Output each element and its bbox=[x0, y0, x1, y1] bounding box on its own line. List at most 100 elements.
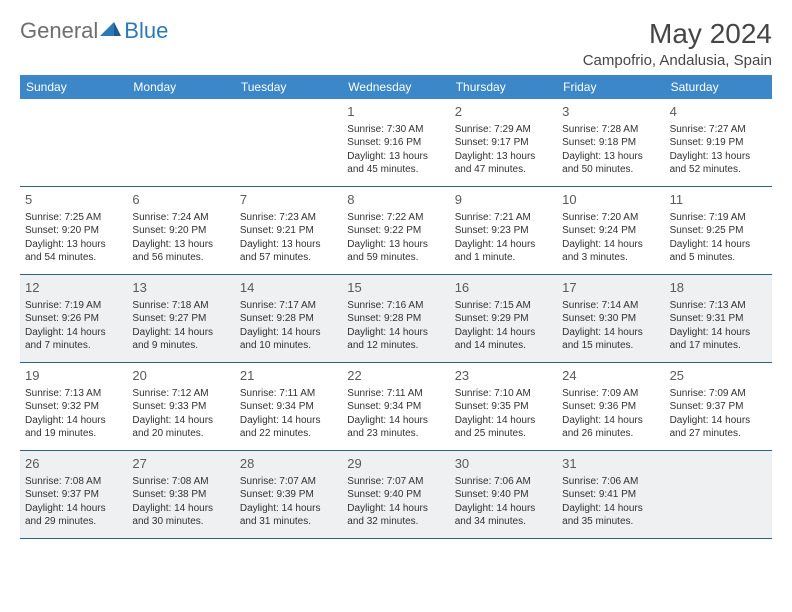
daylight-line2: and 15 minutes. bbox=[562, 339, 659, 353]
daylight-line1: Daylight: 14 hours bbox=[240, 502, 337, 516]
sunrise-text: Sunrise: 7:14 AM bbox=[562, 299, 659, 313]
daylight-line2: and 9 minutes. bbox=[132, 339, 229, 353]
weekday-header-cell: Saturday bbox=[665, 75, 772, 99]
daylight-line1: Daylight: 14 hours bbox=[25, 414, 122, 428]
daylight-line2: and 23 minutes. bbox=[347, 427, 444, 441]
sunset-text: Sunset: 9:26 PM bbox=[25, 312, 122, 326]
calendar-day-cell: 29Sunrise: 7:07 AMSunset: 9:40 PMDayligh… bbox=[342, 451, 449, 539]
sunrise-text: Sunrise: 7:11 AM bbox=[240, 387, 337, 401]
daylight-line2: and 17 minutes. bbox=[670, 339, 767, 353]
daylight-line1: Daylight: 13 hours bbox=[670, 150, 767, 164]
daylight-line2: and 45 minutes. bbox=[347, 163, 444, 177]
sunset-text: Sunset: 9:30 PM bbox=[562, 312, 659, 326]
calendar-day-cell bbox=[20, 99, 127, 187]
day-number: 5 bbox=[25, 191, 122, 209]
calendar-day-cell: 21Sunrise: 7:11 AMSunset: 9:34 PMDayligh… bbox=[235, 363, 342, 451]
daylight-line2: and 56 minutes. bbox=[132, 251, 229, 265]
sunset-text: Sunset: 9:37 PM bbox=[25, 488, 122, 502]
day-number: 29 bbox=[347, 455, 444, 473]
daylight-line2: and 27 minutes. bbox=[670, 427, 767, 441]
daylight-line2: and 29 minutes. bbox=[25, 515, 122, 529]
calendar-day-cell: 26Sunrise: 7:08 AMSunset: 9:37 PMDayligh… bbox=[20, 451, 127, 539]
sunrise-text: Sunrise: 7:08 AM bbox=[132, 475, 229, 489]
daylight-line2: and 30 minutes. bbox=[132, 515, 229, 529]
daylight-line2: and 25 minutes. bbox=[455, 427, 552, 441]
daylight-line1: Daylight: 14 hours bbox=[25, 326, 122, 340]
daylight-line2: and 12 minutes. bbox=[347, 339, 444, 353]
sunrise-text: Sunrise: 7:25 AM bbox=[25, 211, 122, 225]
day-number: 19 bbox=[25, 367, 122, 385]
daylight-line1: Daylight: 13 hours bbox=[562, 150, 659, 164]
sunset-text: Sunset: 9:41 PM bbox=[562, 488, 659, 502]
calendar-day-cell: 7Sunrise: 7:23 AMSunset: 9:21 PMDaylight… bbox=[235, 187, 342, 275]
daylight-line1: Daylight: 14 hours bbox=[562, 414, 659, 428]
daylight-line1: Daylight: 14 hours bbox=[670, 238, 767, 252]
sunrise-text: Sunrise: 7:23 AM bbox=[240, 211, 337, 225]
day-number: 3 bbox=[562, 103, 659, 121]
daylight-line1: Daylight: 14 hours bbox=[455, 238, 552, 252]
weekday-header-cell: Monday bbox=[127, 75, 234, 99]
daylight-line2: and 5 minutes. bbox=[670, 251, 767, 265]
weekday-header-row: SundayMondayTuesdayWednesdayThursdayFrid… bbox=[20, 75, 772, 99]
calendar-day-cell: 2Sunrise: 7:29 AMSunset: 9:17 PMDaylight… bbox=[450, 99, 557, 187]
calendar-day-cell: 4Sunrise: 7:27 AMSunset: 9:19 PMDaylight… bbox=[665, 99, 772, 187]
sunrise-text: Sunrise: 7:18 AM bbox=[132, 299, 229, 313]
day-number bbox=[670, 455, 767, 473]
calendar-day-cell: 12 Sunrise: 7:19 AMSunset: 9:26 PMDayligh… bbox=[20, 275, 127, 363]
daylight-line2: and 47 minutes. bbox=[455, 163, 552, 177]
day-number: 28 bbox=[240, 455, 337, 473]
logo: General Blue bbox=[20, 18, 168, 44]
sunset-text: Sunset: 9:37 PM bbox=[670, 400, 767, 414]
daylight-line1: Daylight: 14 hours bbox=[562, 326, 659, 340]
day-number: 31 bbox=[562, 455, 659, 473]
day-number: 11 bbox=[670, 191, 767, 209]
calendar-day-cell: 6Sunrise: 7:24 AMSunset: 9:20 PMDaylight… bbox=[127, 187, 234, 275]
sunset-text: Sunset: 9:29 PM bbox=[455, 312, 552, 326]
calendar-day-cell: 28Sunrise: 7:07 AMSunset: 9:39 PMDayligh… bbox=[235, 451, 342, 539]
daylight-line1: Daylight: 14 hours bbox=[347, 414, 444, 428]
weekday-header-cell: Sunday bbox=[20, 75, 127, 99]
page-header: General Blue May 2024 Campofrio, Andalus… bbox=[20, 18, 772, 69]
daylight-line2: and 54 minutes. bbox=[25, 251, 122, 265]
day-number bbox=[132, 103, 229, 121]
sunrise-text: Sunrise: 7:21 AM bbox=[455, 211, 552, 225]
calendar-day-cell: 30Sunrise: 7:06 AMSunset: 9:40 PMDayligh… bbox=[450, 451, 557, 539]
sunset-text: Sunset: 9:38 PM bbox=[132, 488, 229, 502]
day-number: 12 bbox=[25, 279, 122, 297]
sunset-text: Sunset: 9:23 PM bbox=[455, 224, 552, 238]
day-number: 16 bbox=[455, 279, 552, 297]
daylight-line2: and 3 minutes. bbox=[562, 251, 659, 265]
daylight-line1: Daylight: 13 hours bbox=[240, 238, 337, 252]
calendar-day-cell: 22Sunrise: 7:11 AMSunset: 9:34 PMDayligh… bbox=[342, 363, 449, 451]
weekday-header-cell: Wednesday bbox=[342, 75, 449, 99]
sunrise-text: Sunrise: 7:07 AM bbox=[240, 475, 337, 489]
calendar-day-cell: 9Sunrise: 7:21 AMSunset: 9:23 PMDaylight… bbox=[450, 187, 557, 275]
calendar-day-cell: 15Sunrise: 7:16 AMSunset: 9:28 PMDayligh… bbox=[342, 275, 449, 363]
sunrise-text: Sunrise: 7:19 AM bbox=[25, 299, 122, 313]
sunrise-text: Sunrise: 7:13 AM bbox=[670, 299, 767, 313]
daylight-line2: and 59 minutes. bbox=[347, 251, 444, 265]
daylight-line1: Daylight: 14 hours bbox=[240, 414, 337, 428]
day-number: 24 bbox=[562, 367, 659, 385]
weekday-header-cell: Tuesday bbox=[235, 75, 342, 99]
day-number: 25 bbox=[670, 367, 767, 385]
sunset-text: Sunset: 9:25 PM bbox=[670, 224, 767, 238]
daylight-line1: Daylight: 14 hours bbox=[132, 502, 229, 516]
day-number: 14 bbox=[240, 279, 337, 297]
weekday-header-cell: Thursday bbox=[450, 75, 557, 99]
daylight-line2: and 34 minutes. bbox=[455, 515, 552, 529]
daylight-line2: and 32 minutes. bbox=[347, 515, 444, 529]
sunrise-text: Sunrise: 7:06 AM bbox=[455, 475, 552, 489]
calendar-day-cell: 5Sunrise: 7:25 AMSunset: 9:20 PMDaylight… bbox=[20, 187, 127, 275]
sunrise-text: Sunrise: 7:29 AM bbox=[455, 123, 552, 137]
sunrise-text: Sunrise: 7:20 AM bbox=[562, 211, 659, 225]
calendar-day-cell: 18Sunrise: 7:13 AMSunset: 9:31 PMDayligh… bbox=[665, 275, 772, 363]
sunrise-text: Sunrise: 7:15 AM bbox=[455, 299, 552, 313]
sunset-text: Sunset: 9:40 PM bbox=[455, 488, 552, 502]
logo-text-blue: Blue bbox=[124, 18, 168, 44]
title-block: May 2024 Campofrio, Andalusia, Spain bbox=[583, 18, 772, 69]
weekday-header-cell: Friday bbox=[557, 75, 664, 99]
sunrise-text: Sunrise: 7:30 AM bbox=[347, 123, 444, 137]
daylight-line1: Daylight: 14 hours bbox=[670, 414, 767, 428]
sunrise-text: Sunrise: 7:24 AM bbox=[132, 211, 229, 225]
